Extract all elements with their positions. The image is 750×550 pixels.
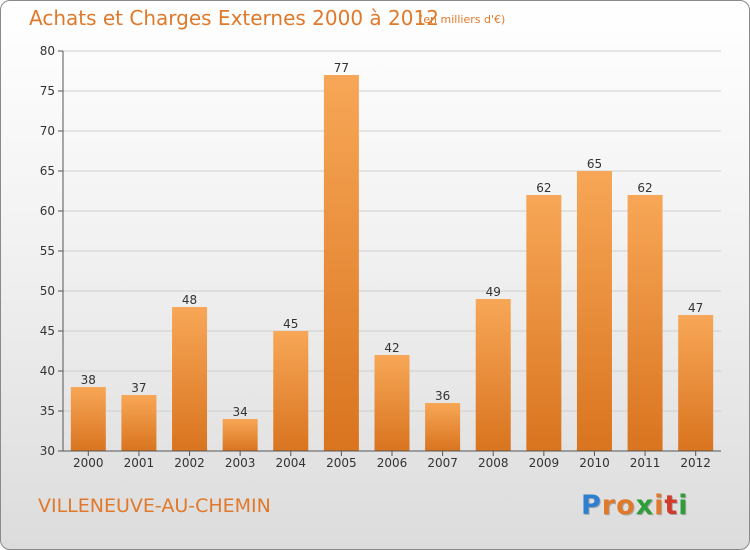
value-label-2012: 47 [688, 301, 703, 315]
chart-subtitle: (en milliers d'€) [419, 13, 506, 26]
value-label-2006: 42 [384, 341, 399, 355]
value-label-2011: 62 [637, 181, 652, 195]
y-tick-label: 50 [40, 284, 55, 298]
value-label-2003: 34 [233, 405, 248, 419]
x-tick-label-2001: 2001 [124, 456, 155, 470]
y-tick-label: 40 [40, 364, 55, 378]
logo-letter: o [616, 490, 636, 521]
bar-2000 [70, 387, 106, 451]
value-label-2001: 37 [131, 381, 146, 395]
x-tick-label-2003: 2003 [225, 456, 256, 470]
axes: 30 35 40 45 50 55 60 65 70 75 80 2000 2001 2002 2003 20… [40, 44, 721, 470]
bar-2005 [323, 75, 359, 451]
bars [70, 75, 714, 451]
y-tick-label: 30 [40, 444, 55, 458]
x-tick-label-2010: 2010 [579, 456, 610, 470]
bar-2011 [627, 195, 663, 451]
value-label-2007: 36 [435, 389, 450, 403]
value-label-2008: 49 [486, 285, 501, 299]
bar-2002 [172, 307, 208, 451]
logo-letter: x [635, 490, 655, 521]
value-label-2005: 77 [334, 61, 349, 75]
x-tick-label-2002: 2002 [174, 456, 205, 470]
value-label-2009: 62 [536, 181, 551, 195]
bar-2012 [678, 315, 714, 451]
x-tick-label-2005: 2005 [326, 456, 357, 470]
data-labels: 38 37 48 34 45 77 42 36 49 62 65 62 47 [81, 61, 704, 419]
bar-2010 [576, 171, 612, 451]
x-tick-label-2007: 2007 [427, 456, 458, 470]
proxiti-logo: Proxiti [581, 490, 689, 521]
bar-2007 [425, 403, 461, 451]
x-tick-label-2004: 2004 [275, 456, 306, 470]
y-tick-label: 35 [40, 404, 55, 418]
bar-2004 [273, 331, 309, 451]
bar-2003 [222, 419, 258, 451]
bar-2006 [374, 355, 410, 451]
y-tick-label: 80 [40, 44, 55, 58]
x-tick-label-2009: 2009 [529, 456, 560, 470]
logo-letter: r [601, 490, 617, 521]
y-tick-label: 60 [40, 204, 55, 218]
value-label-2004: 45 [283, 317, 298, 331]
chart-title: Achats et Charges Externes 2000 à 2012 [29, 6, 439, 30]
x-tick-label-2011: 2011 [630, 456, 661, 470]
x-tick-label-2008: 2008 [478, 456, 509, 470]
logo-letter: i [678, 490, 689, 521]
y-tick-label: 70 [40, 124, 55, 138]
logo-letter: i [654, 490, 665, 521]
y-tick-label: 55 [40, 244, 55, 258]
logo-letter: P [581, 490, 602, 521]
x-tick-label-2012: 2012 [680, 456, 711, 470]
value-label-2010: 65 [587, 157, 602, 171]
x-tick-label-2000: 2000 [73, 456, 104, 470]
x-tick-label-2006: 2006 [377, 456, 408, 470]
bar-2001 [121, 395, 157, 451]
bar-2008 [475, 299, 511, 451]
value-label-2000: 38 [81, 373, 96, 387]
value-label-2002: 48 [182, 293, 197, 307]
y-tick-label: 75 [40, 84, 55, 98]
y-tick-label: 65 [40, 164, 55, 178]
bar-2009 [526, 195, 562, 451]
logo-letter: t [664, 490, 679, 521]
commune-name: VILLENEUVE-AU-CHEMIN [38, 495, 271, 517]
y-tick-label: 45 [40, 324, 55, 338]
